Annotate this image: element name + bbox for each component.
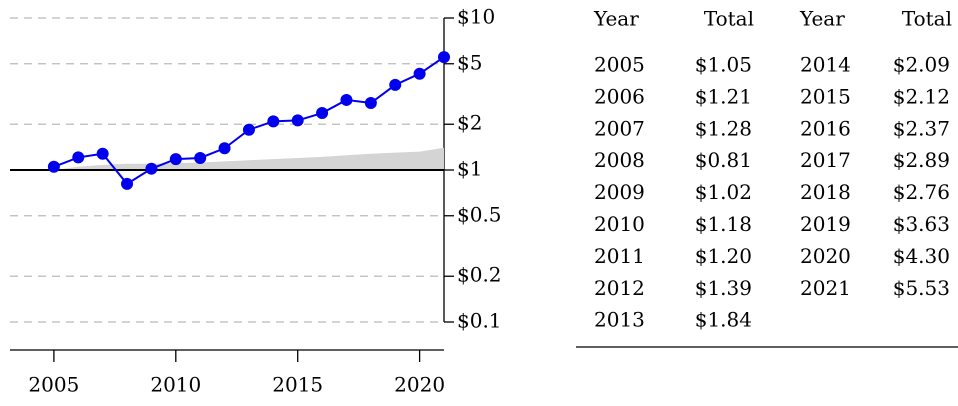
y-tick-label: $2 — [457, 111, 482, 135]
x-tick-label: 2015 — [272, 373, 323, 397]
table-cell: $5.53 — [893, 276, 950, 300]
table-cell: $2.12 — [893, 84, 950, 108]
table-cell: $2.89 — [893, 148, 950, 172]
table-cell: $2.37 — [893, 116, 950, 140]
point — [218, 142, 231, 155]
table-cell: $0.81 — [695, 148, 752, 172]
table-cell: $3.63 — [893, 212, 950, 236]
point — [145, 162, 158, 175]
table-header: Total — [902, 7, 952, 31]
table-cell: $1.21 — [695, 84, 752, 108]
point — [316, 107, 329, 120]
x-tick-label: 2005 — [28, 373, 79, 397]
point — [242, 123, 255, 136]
table-cell: 2018 — [800, 180, 851, 204]
point — [72, 151, 85, 164]
table-cell: 2012 — [594, 276, 645, 300]
table-cell: 2021 — [800, 276, 851, 300]
table-cell: $1.28 — [695, 116, 752, 140]
point — [96, 147, 109, 160]
table-cell: 2015 — [800, 84, 851, 108]
point — [47, 160, 60, 173]
table-cell: $1.39 — [695, 276, 752, 300]
point — [340, 93, 353, 106]
table-cell: $4.30 — [893, 244, 950, 268]
table-header: Total — [704, 7, 754, 31]
table-cell: 2011 — [594, 244, 645, 268]
table-cell: 2020 — [800, 244, 851, 268]
table-header: Year — [799, 7, 845, 31]
x-tick-label: 2020 — [394, 373, 445, 397]
table-cell: 2010 — [594, 212, 645, 236]
table-cell: 2005 — [594, 53, 645, 77]
y-tick-label: $1 — [457, 157, 482, 181]
point — [438, 51, 450, 64]
table-cell: 2006 — [594, 84, 645, 108]
table-cell: 2008 — [594, 148, 645, 172]
table-cell: 2014 — [800, 53, 851, 77]
point — [121, 177, 134, 190]
y-tick-label: $0.1 — [457, 309, 502, 333]
table-cell: $1.84 — [695, 308, 752, 332]
point — [389, 78, 402, 91]
y-tick-label: $10 — [457, 5, 495, 29]
table-cell: $1.18 — [695, 212, 752, 236]
table-cell: 2016 — [800, 116, 851, 140]
table-cell: 2007 — [594, 116, 645, 140]
point — [267, 115, 280, 128]
point — [413, 67, 426, 80]
table-cell: 2017 — [800, 148, 851, 172]
y-tick-label: $5 — [457, 50, 482, 74]
table-cell: 2013 — [594, 308, 645, 332]
table-header: Year — [593, 7, 639, 31]
x-tick-label: 2010 — [150, 373, 201, 397]
y-tick-label: $0.5 — [457, 202, 502, 226]
point — [364, 96, 377, 109]
table-cell: $2.09 — [893, 53, 950, 77]
table-cell: $1.05 — [695, 53, 752, 77]
point — [169, 153, 182, 166]
y-tick-label: $0.2 — [457, 263, 502, 287]
table-cell: $1.02 — [695, 180, 752, 204]
point — [291, 114, 304, 127]
table-cell: $1.20 — [695, 244, 752, 268]
table-cell: 2009 — [594, 180, 645, 204]
table-cell: 2019 — [800, 212, 851, 236]
point — [194, 151, 207, 164]
table-cell: $2.76 — [893, 180, 950, 204]
